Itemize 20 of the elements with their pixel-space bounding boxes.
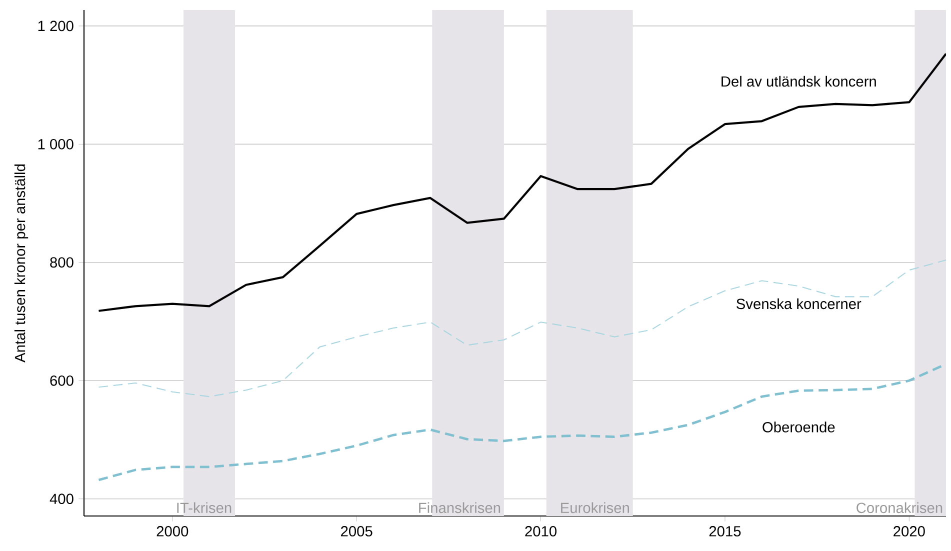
- series-label: Svenska koncerner: [736, 298, 862, 310]
- band-label: Eurokrisen: [561, 502, 629, 514]
- series-label: Del av utländsk koncern: [722, 76, 876, 87]
- x-tick-label: 2015: [709, 526, 741, 536]
- series-label: Oberoende: [762, 422, 835, 432]
- y-tick-label: 400: [50, 494, 74, 504]
- band-label: Finanskrisen: [419, 502, 500, 514]
- band-label: Coronakrisen: [856, 502, 942, 514]
- line-series: [98, 260, 946, 398]
- line-series: [98, 52, 946, 312]
- y-tick-label: 1 000: [38, 139, 74, 150]
- y-tick-label: 600: [50, 375, 74, 386]
- y-tick-label: 800: [50, 257, 74, 268]
- x-tick-label: 2010: [525, 526, 557, 536]
- x-tick-label: 2020: [894, 526, 925, 536]
- y-tick-label: 1 200: [38, 20, 74, 32]
- band-label: IT-krisen: [177, 502, 232, 514]
- x-tick-label: 2005: [341, 526, 372, 536]
- x-tick-label: 2000: [156, 526, 188, 536]
- y-axis-title: Antal tusen kronor per anställd: [14, 164, 28, 362]
